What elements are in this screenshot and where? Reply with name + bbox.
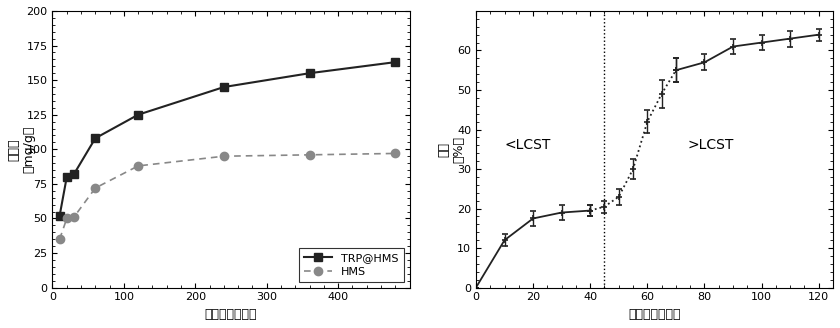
HMS bbox=[91, 186, 101, 190]
TRP@HMS bbox=[219, 85, 229, 89]
TRP@HMS bbox=[305, 71, 315, 75]
TRP@HMS bbox=[391, 60, 401, 64]
HMS bbox=[391, 152, 401, 155]
HMS bbox=[219, 154, 229, 158]
TRP@HMS bbox=[134, 113, 144, 117]
HMS bbox=[69, 215, 79, 219]
Y-axis label: 释放
（%）: 释放 （%） bbox=[438, 136, 465, 163]
HMS bbox=[305, 153, 315, 157]
Y-axis label: 吸附量
（mg/g）: 吸附量 （mg/g） bbox=[7, 126, 35, 173]
X-axis label: 时间　（分钟）: 时间 （分钟） bbox=[205, 308, 257, 321]
TRP@HMS bbox=[91, 136, 101, 140]
HMS bbox=[61, 216, 71, 220]
Line: HMS: HMS bbox=[55, 149, 400, 243]
X-axis label: 时间　（分钟）: 时间 （分钟） bbox=[628, 308, 680, 321]
HMS bbox=[55, 237, 65, 241]
HMS bbox=[134, 164, 144, 168]
TRP@HMS bbox=[69, 172, 79, 176]
Line: TRP@HMS: TRP@HMS bbox=[55, 58, 399, 219]
TRP@HMS bbox=[55, 214, 65, 218]
TRP@HMS bbox=[61, 175, 71, 179]
Text: <LCST: <LCST bbox=[504, 138, 550, 152]
Text: >LCST: >LCST bbox=[687, 138, 733, 152]
Legend: TRP@HMS, HMS: TRP@HMS, HMS bbox=[299, 248, 404, 282]
